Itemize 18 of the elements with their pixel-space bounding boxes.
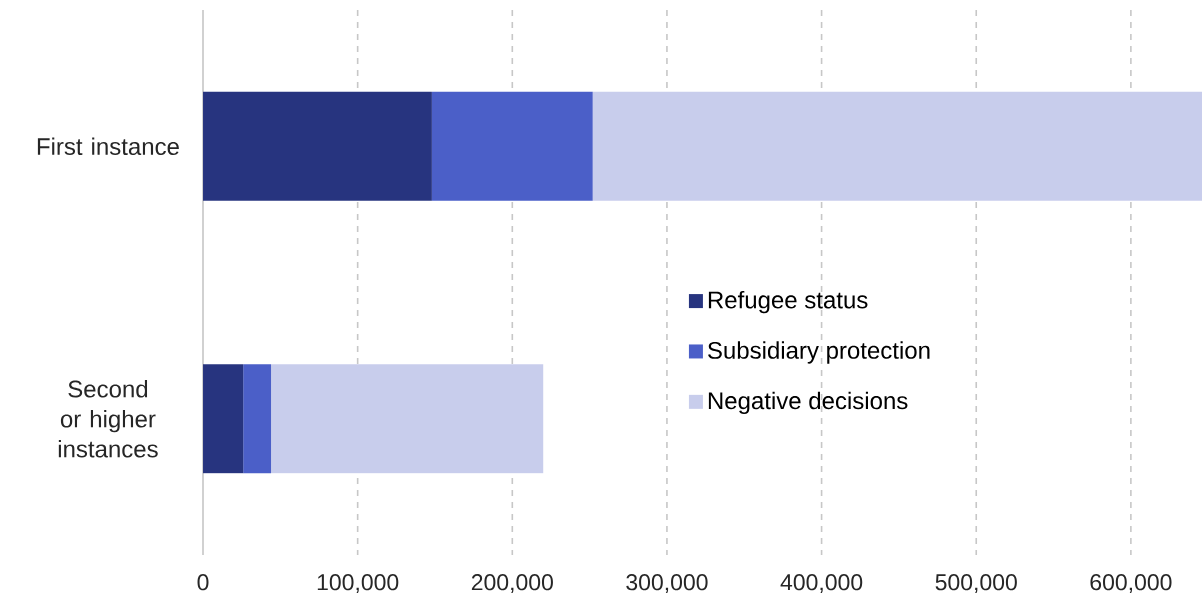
y-tick-label: Second or higher instances [58,379,158,458]
bar [203,91,432,201]
legend-label: Subsidiary protection [708,341,930,364]
bar [203,364,244,474]
x-tick-label: 400,000 [780,574,863,594]
legend-label: Refugee status [708,290,868,314]
x-tick-label: 200,000 [471,574,553,594]
x-tick-label: 600,000 [1090,574,1172,594]
y-tick-label: First instance [37,137,179,156]
legend-label: Negative decisions [708,391,908,415]
x-tick-label: 100,000 [317,574,399,594]
bar [592,91,1202,201]
bar [271,364,544,474]
bar [243,364,272,474]
x-tick-label: 300,000 [626,574,708,594]
bar [431,91,593,201]
x-tick-label: 0 [197,574,209,591]
x-tick-label: 500,000 [935,574,1017,594]
